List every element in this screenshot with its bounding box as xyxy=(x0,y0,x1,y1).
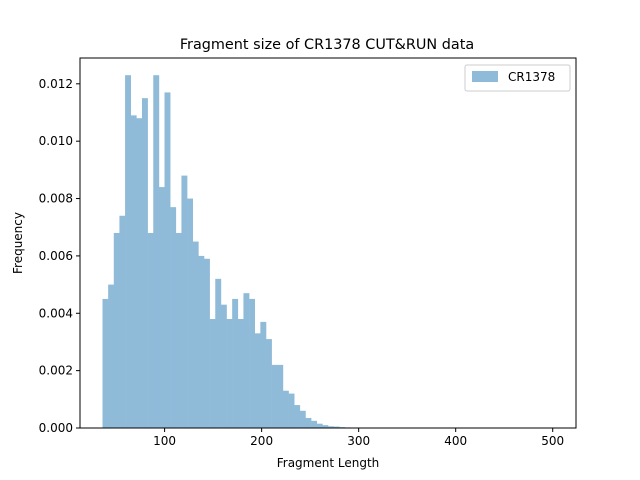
histogram-bar xyxy=(322,425,329,428)
histogram-bar xyxy=(147,232,154,428)
chart-title: Fragment size of CR1378 CUT&RUN data xyxy=(180,37,474,53)
y-axis: 0.000 0.002 0.004 0.006 0.008 0.010 0.012 xyxy=(39,77,80,435)
histogram-bar xyxy=(113,232,120,428)
histogram-bar xyxy=(226,319,233,428)
histogram-bar xyxy=(108,284,115,428)
histogram-bar xyxy=(249,298,256,428)
histogram-bar xyxy=(333,426,340,428)
histogram-bar xyxy=(288,393,295,428)
histogram-bar xyxy=(299,410,306,428)
legend-swatch-cr1378 xyxy=(472,71,498,82)
histogram-bar xyxy=(164,92,171,429)
x-tick-label: 200 xyxy=(250,434,273,448)
histogram-bar xyxy=(237,319,244,428)
histogram-bar xyxy=(232,298,239,428)
histogram-bar xyxy=(265,339,272,428)
y-tick-label: 0.008 xyxy=(39,192,73,206)
x-tick-label: 400 xyxy=(444,434,467,448)
histogram-bar xyxy=(243,293,250,428)
x-tick-label: 500 xyxy=(541,434,564,448)
histogram-bar xyxy=(198,255,205,428)
y-axis-label: Frequency xyxy=(11,212,25,274)
histogram-bar xyxy=(203,258,210,428)
histogram-bar xyxy=(271,364,278,428)
histogram-bar xyxy=(130,115,137,429)
x-tick-label: 100 xyxy=(153,434,176,448)
histogram-bar xyxy=(209,319,216,428)
histogram-bar xyxy=(260,321,267,428)
histogram-bar xyxy=(119,215,126,428)
histogram-bar xyxy=(316,423,323,428)
histogram-bars xyxy=(102,75,374,429)
y-tick-label: 0.002 xyxy=(39,364,73,378)
y-tick-label: 0.010 xyxy=(39,134,73,148)
legend: CR1378 xyxy=(464,64,571,92)
histogram-bar xyxy=(141,98,148,428)
histogram-bar xyxy=(175,232,182,428)
histogram-bar xyxy=(136,118,143,428)
histogram-bar xyxy=(311,420,318,428)
histogram-bar xyxy=(102,298,109,428)
x-axis-label: Fragment Length xyxy=(277,456,380,470)
plot-area-frame xyxy=(79,57,577,429)
histogram-bar xyxy=(328,426,334,428)
histogram-bar xyxy=(170,207,177,428)
y-tick-label: 0.000 xyxy=(39,421,73,435)
histogram-bar xyxy=(254,333,261,428)
y-tick-label: 0.006 xyxy=(39,249,73,263)
histogram-bar xyxy=(305,417,312,428)
histogram-bar xyxy=(294,405,301,428)
histogram-bar xyxy=(158,187,165,428)
histogram-bar xyxy=(192,241,199,428)
x-axis: 100 200 300 400 500 xyxy=(153,428,564,448)
histogram-bar xyxy=(125,75,131,429)
legend-label-cr1378: CR1378 xyxy=(508,70,555,84)
histogram-bar xyxy=(215,278,222,428)
histogram-bar xyxy=(153,75,160,429)
histogram-bar xyxy=(277,364,284,428)
y-tick-label: 0.004 xyxy=(39,306,73,320)
histogram-bar xyxy=(187,198,194,428)
y-tick-label: 0.012 xyxy=(39,77,73,91)
histogram-bar xyxy=(220,304,227,428)
histogram-bar xyxy=(282,390,289,428)
histogram-bar xyxy=(181,175,188,428)
x-tick-label: 300 xyxy=(347,434,370,448)
